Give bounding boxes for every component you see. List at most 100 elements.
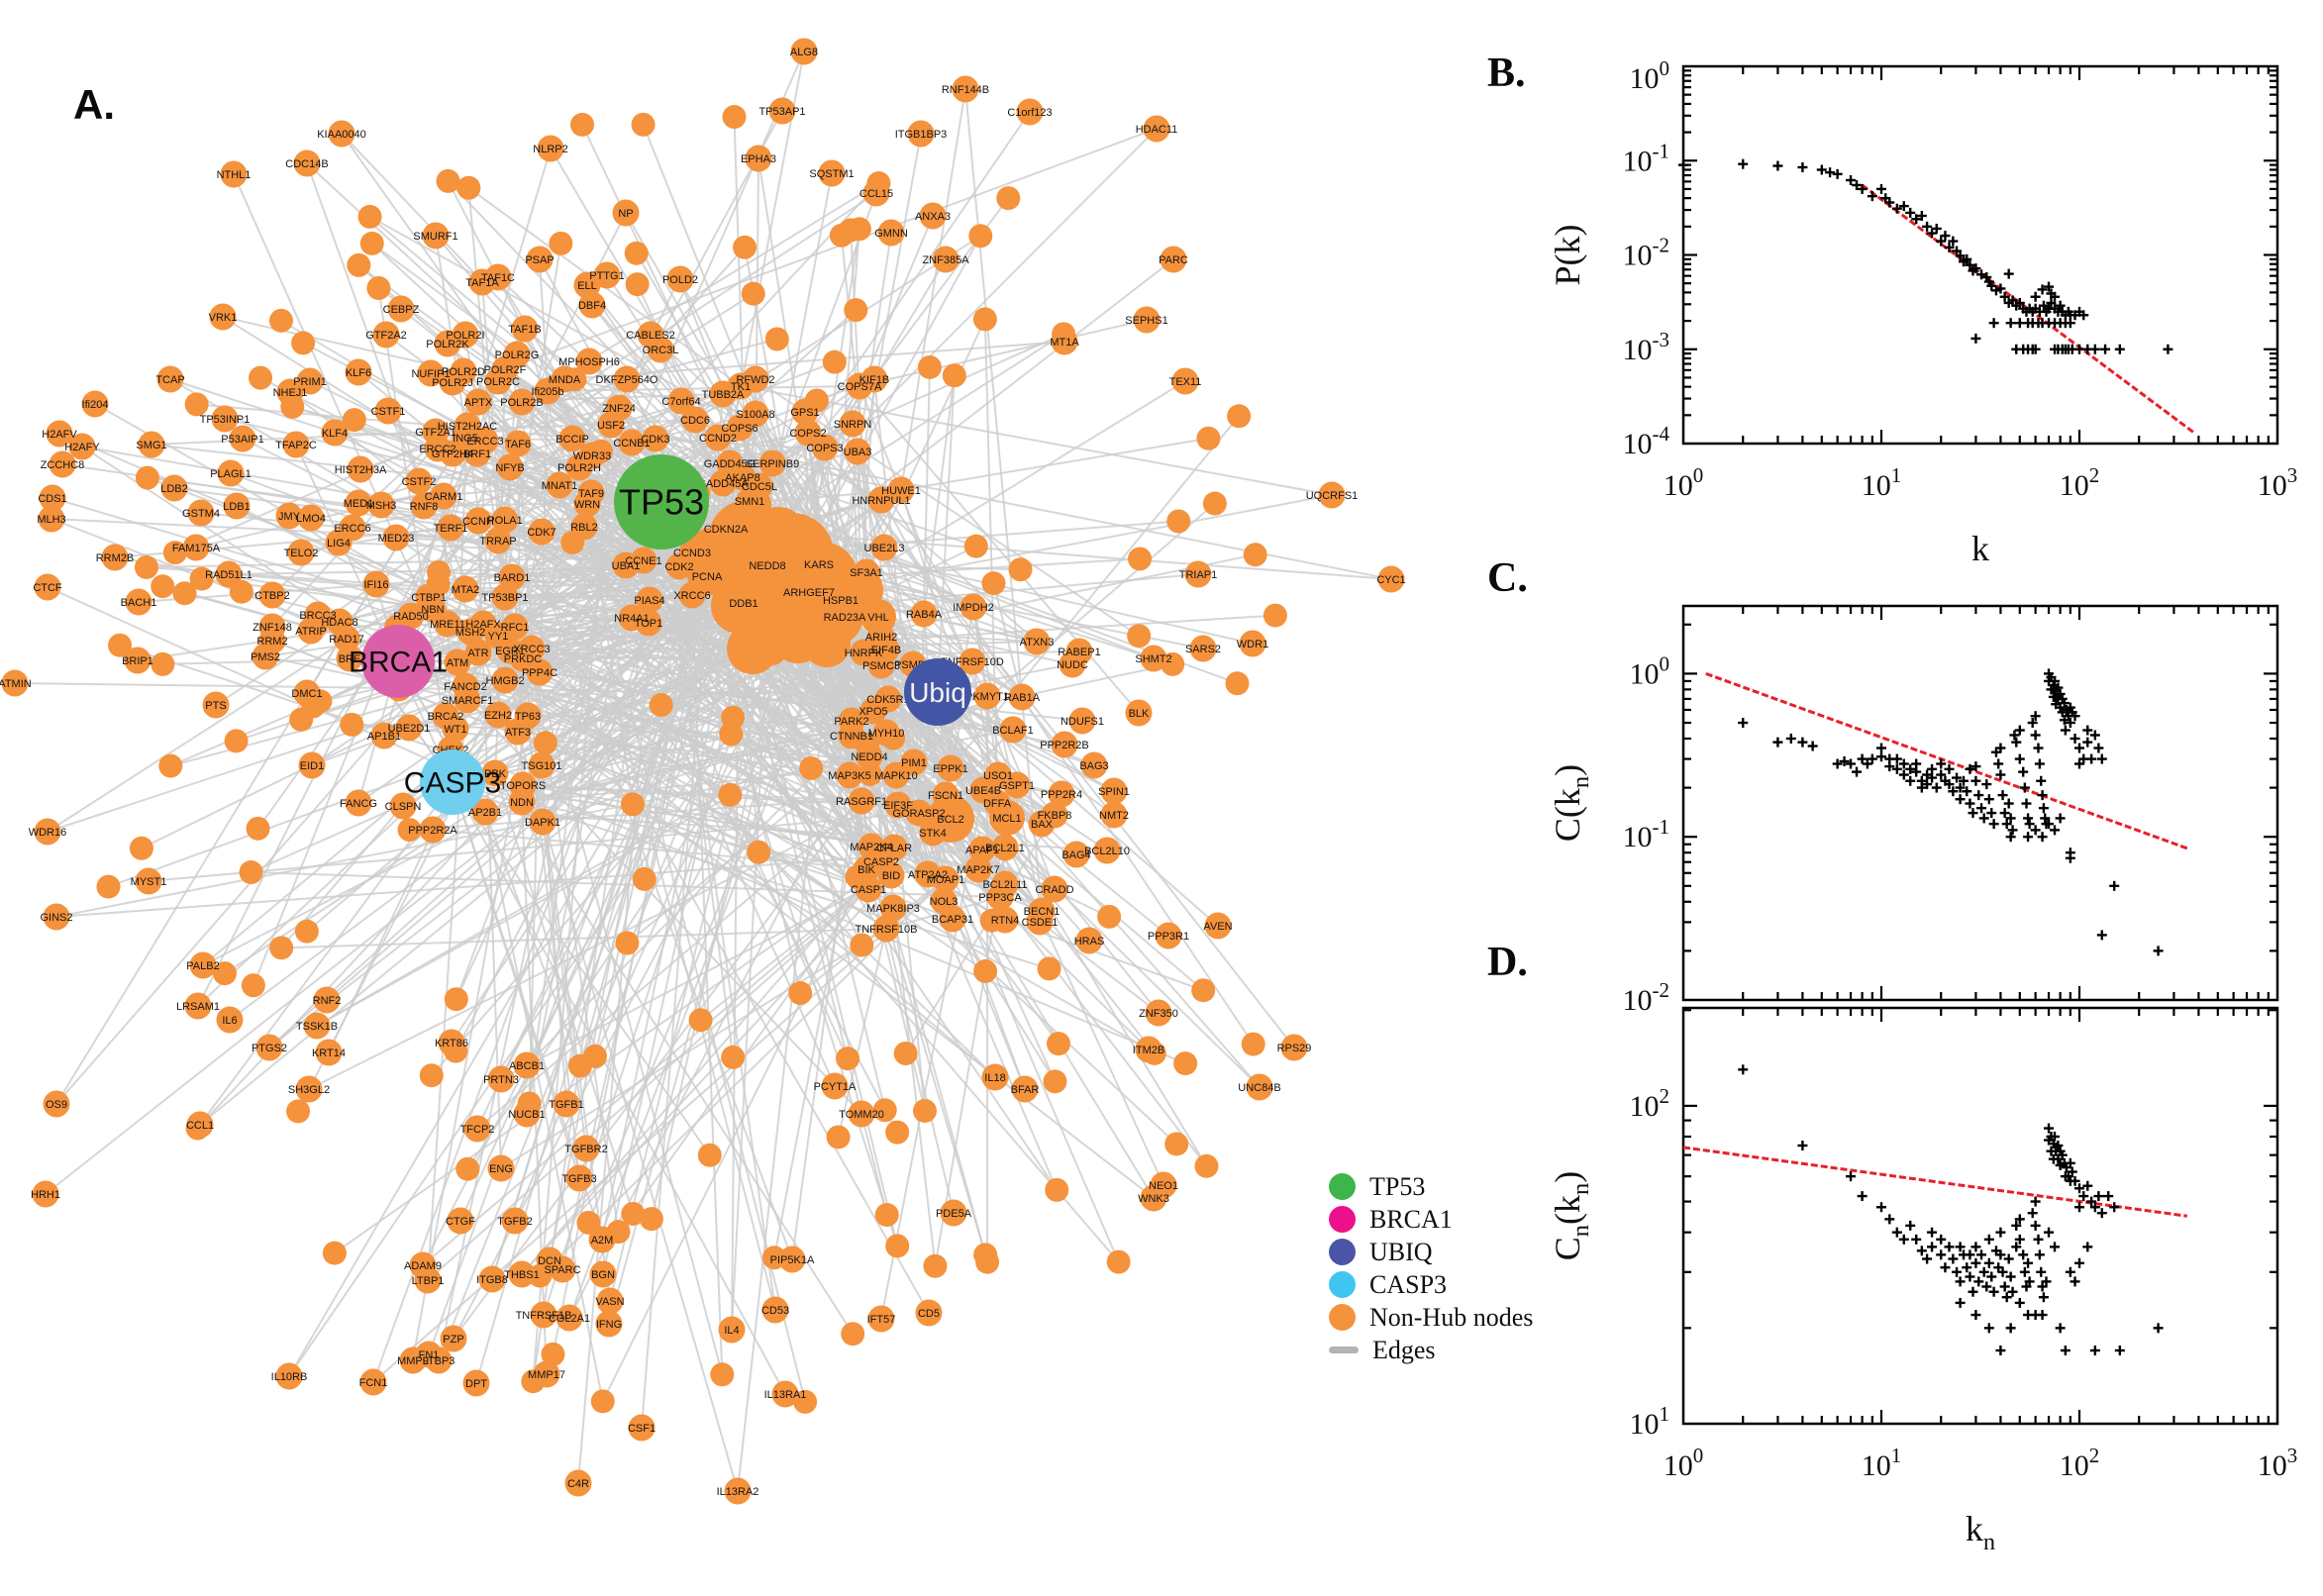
gene-label: APTX [464, 397, 493, 409]
gene-label: COPS7A [838, 381, 882, 393]
non-hub-node [328, 120, 355, 148]
non-hub-node [877, 861, 905, 889]
non-hub-node [1008, 683, 1036, 711]
non-hub-node [937, 754, 964, 782]
gene-label: PLAGL1 [210, 468, 252, 480]
gene-label: Ifi204 [82, 399, 109, 411]
plot-frame [1681, 64, 2279, 446]
scatter-points [1738, 668, 2164, 956]
non-hub-node [811, 434, 839, 461]
non-hub-node [885, 1234, 910, 1258]
non-hub-node [298, 751, 326, 779]
gene-label: RAB4A [906, 609, 943, 621]
gene-label: MAP3K5 [828, 770, 870, 782]
gene-label: CTBP2 [254, 590, 289, 602]
non-hub-node [1008, 557, 1033, 582]
non-hub-node [771, 1380, 799, 1408]
gene-label: VASN [595, 1296, 624, 1308]
gene-label: PTS [205, 700, 226, 712]
non-hub-node [471, 798, 499, 826]
non-hub-node [758, 449, 786, 477]
gene-label: FAM175A [172, 543, 221, 554]
gene-label: ATRIP [295, 626, 327, 638]
gene-label: RFC1 [501, 622, 530, 634]
gene-label: BCCIP [556, 434, 589, 446]
gene-label: CLSPN [385, 801, 422, 813]
legend-item: UBIQ [1329, 1236, 1533, 1268]
non-hub-node [464, 639, 492, 666]
gene-label: COPS2 [789, 428, 826, 440]
non-hub-node [444, 648, 471, 676]
non-hub-node [960, 593, 987, 621]
non-hub-node [372, 321, 400, 349]
gene-label: CCND3 [673, 548, 711, 559]
legend-item-label: Non-Hub nodes [1369, 1302, 1534, 1332]
non-hub-node [508, 1260, 536, 1288]
gene-label: ATM [447, 657, 468, 669]
gene-label: DCN [538, 1255, 561, 1267]
gene-label: THBS1 [504, 1269, 539, 1281]
tick-label: 10-1 [1623, 139, 1670, 177]
non-hub-node [1239, 630, 1266, 657]
panel-label-a: A. [73, 81, 115, 128]
non-hub-node [1225, 671, 1250, 696]
non-hub-node [32, 1180, 59, 1208]
non-hub-node [826, 1125, 851, 1149]
non-hub-node [1196, 426, 1221, 450]
gene-label: MTA2 [452, 584, 480, 596]
gene-label: MOAP1 [927, 874, 965, 886]
non-hub-node [414, 1266, 442, 1294]
plot-frame [1681, 604, 2279, 1002]
tick-label: 10-2 [1623, 234, 1670, 272]
gene-label: CDC5L [742, 481, 777, 493]
non-hub-node [189, 951, 217, 979]
gene-label: MNDA [549, 374, 581, 386]
non-hub-node [286, 1099, 311, 1124]
non-hub-node [325, 529, 353, 556]
non-hub-node [821, 1072, 849, 1100]
non-hub-node [764, 327, 789, 351]
gene-label: MMP9 [397, 1355, 429, 1367]
gene-label: GADD45A [697, 478, 749, 490]
network-nodes [1, 38, 1405, 1505]
gene-label: BCL2 [937, 814, 964, 826]
gene-label: FKBP8 [1038, 810, 1072, 822]
gene-label: DFFA [983, 798, 1012, 810]
gene-label: CSTF1 [371, 406, 406, 418]
non-hub-node [417, 359, 445, 387]
gene-label: ARHGEF7 [783, 587, 835, 599]
gene-label: BRCC3 [299, 610, 336, 622]
non-hub-node [1003, 771, 1031, 799]
non-hub-node [1125, 699, 1153, 727]
gene-label: RAB1A [1004, 692, 1041, 704]
non-hub-node [578, 291, 606, 319]
non-hub-node [877, 219, 905, 247]
non-hub-node [742, 540, 793, 591]
gene-label: CDK3 [641, 434, 669, 446]
non-hub-node [293, 150, 321, 177]
gene-label: RAD50 [393, 611, 428, 623]
non-hub-node [1189, 635, 1217, 662]
non-hub-node [1068, 707, 1096, 735]
non-hub-node [397, 602, 425, 630]
non-hub-node [211, 405, 239, 433]
non-hub-node [1171, 367, 1199, 395]
non-hub-node [430, 482, 457, 510]
non-hub-node [291, 331, 316, 355]
gene-label: GORASP2 [892, 808, 945, 820]
gene-label: LTBP1 [412, 1275, 445, 1287]
non-hub-node [793, 1389, 818, 1414]
gene-label: ORC3L [643, 345, 679, 356]
non-hub-node [43, 1090, 70, 1118]
non-hub-node [1075, 927, 1103, 954]
non-hub-node [859, 697, 887, 725]
gene-label: RAD17 [329, 634, 363, 646]
non-hub-node [697, 1143, 722, 1167]
gene-label: CCND2 [699, 433, 737, 445]
gene-label: MED1 [344, 498, 374, 510]
non-hub-node [224, 729, 249, 753]
tick-label: 100 [1630, 56, 1670, 95]
non-hub-node [1140, 645, 1167, 672]
